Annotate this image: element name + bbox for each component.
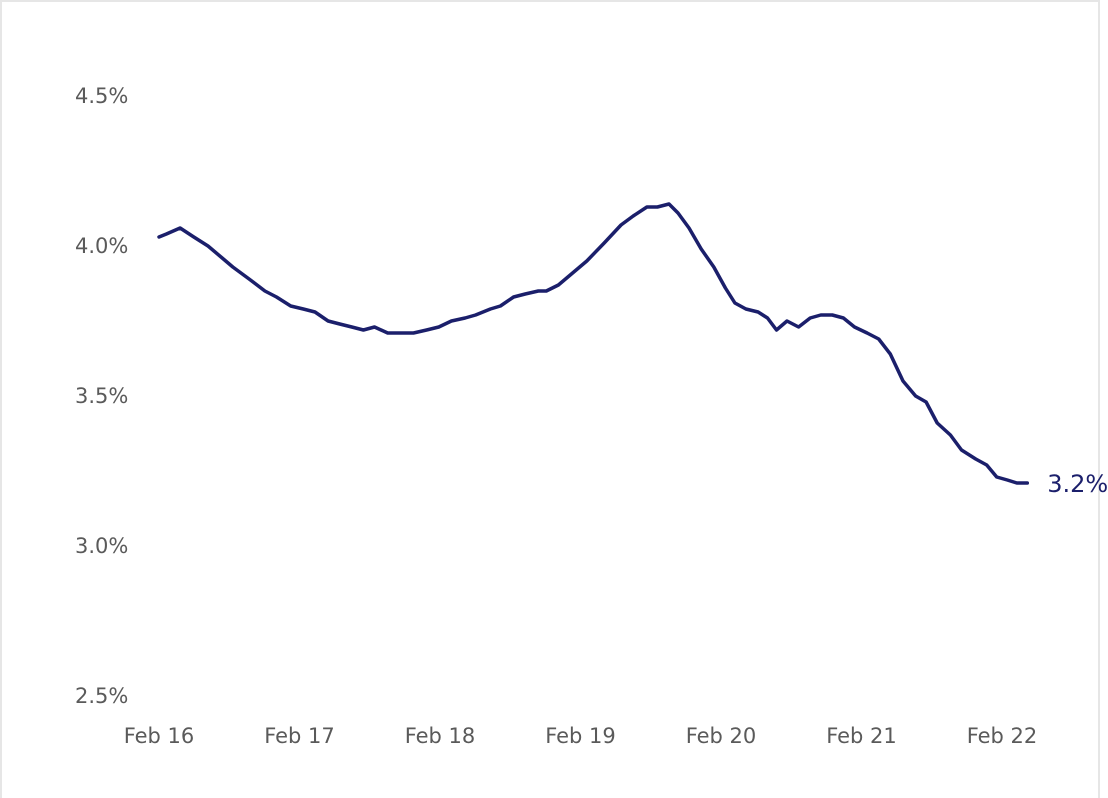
- x-tick-label: Feb 20: [686, 724, 757, 748]
- end-value-label: 3.2%: [1047, 470, 1108, 498]
- series-line: [157, 202, 1030, 485]
- y-tick-label: 3.5%: [75, 384, 128, 408]
- y-tick-label: 2.5%: [75, 684, 128, 708]
- y-axis-tick-labels: 4.5% 4.0% 3.5% 3.0% 2.5%: [75, 84, 128, 708]
- y-tick-label: 4.0%: [75, 234, 128, 258]
- x-axis-tick-labels: Feb 16 Feb 17 Feb 18 Feb 19 Feb 20 Feb 21 Feb …: [124, 724, 1038, 748]
- x-tick-label: Feb 21: [826, 724, 897, 748]
- x-tick-label: Feb 16: [124, 724, 195, 748]
- x-tick-label: Feb 19: [545, 724, 616, 748]
- x-tick-label: Feb 18: [405, 724, 476, 748]
- y-tick-label: 4.5%: [75, 84, 128, 108]
- x-tick-label: Feb 17: [264, 724, 335, 748]
- x-tick-label: Feb 22: [967, 724, 1038, 748]
- y-tick-label: 3.0%: [75, 534, 128, 558]
